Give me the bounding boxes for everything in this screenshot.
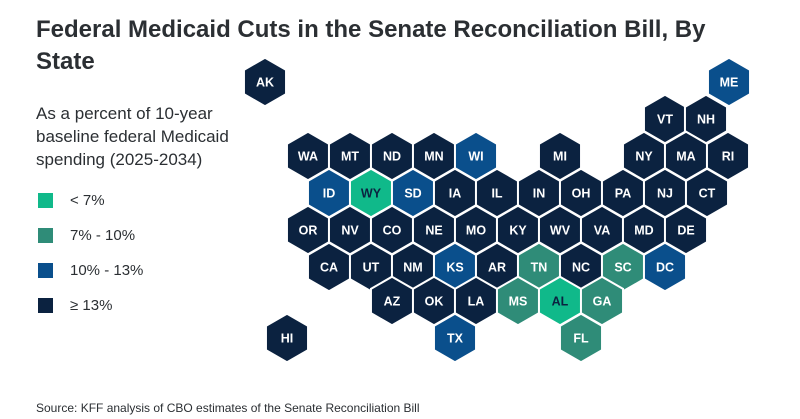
- state-hex-shape-hi: [264, 312, 310, 364]
- state-label-vt: VT: [657, 113, 673, 127]
- state-hex-shape-tx: [432, 312, 478, 364]
- state-hex-me: ME: [706, 56, 752, 108]
- state-label-ma: MA: [676, 150, 695, 164]
- state-label-sd: SD: [404, 187, 421, 201]
- state-label-nv: NV: [341, 224, 359, 238]
- state-label-la: LA: [468, 295, 485, 309]
- state-hex-dc: DC: [642, 241, 688, 293]
- state-label-az: AZ: [384, 295, 401, 309]
- state-label-id: ID: [323, 187, 336, 201]
- state-label-nm: NM: [403, 261, 422, 275]
- legend-swatch-lt7: [38, 192, 53, 208]
- chart-subtitle: As a percent of 10-year baseline federal…: [36, 104, 229, 169]
- state-hex-tx: TX: [432, 312, 478, 364]
- state-label-in: IN: [533, 187, 546, 201]
- chart-title: Federal Medicaid Cuts in the Senate Reco…: [36, 16, 706, 75]
- state-label-wy: WY: [361, 187, 382, 201]
- state-hex-ne: NE: [411, 204, 457, 256]
- state-label-mi: MI: [553, 150, 567, 164]
- state-label-ia: IA: [449, 187, 462, 201]
- state-label-hi: HI: [281, 332, 294, 346]
- state-label-dc: DC: [656, 261, 674, 275]
- state-label-nc: NC: [572, 261, 590, 275]
- state-label-ct: CT: [699, 187, 716, 201]
- legend-item-lt7: < 7%: [38, 190, 105, 210]
- state-label-ky: KY: [509, 224, 527, 238]
- state-label-de: DE: [677, 224, 694, 238]
- legend-item-gte13: ≥ 13%: [38, 295, 112, 315]
- state-hex-shape-dc: [642, 241, 688, 293]
- state-hex-ca: CA: [306, 241, 352, 293]
- state-label-wv: WV: [550, 224, 571, 238]
- state-label-ca: CA: [320, 261, 338, 275]
- state-label-mo: MO: [466, 224, 486, 238]
- state-hex-shape-fl: [558, 312, 604, 364]
- state-hex-fl: FL: [558, 312, 604, 364]
- state-label-ny: NY: [635, 150, 653, 164]
- state-label-ms: MS: [509, 295, 528, 309]
- state-label-mn: MN: [424, 150, 443, 164]
- legend-label-7-10: 7% - 10%: [70, 226, 136, 244]
- state-label-nj: NJ: [657, 187, 673, 201]
- state-hex-shape-ak: [242, 56, 288, 108]
- state-label-fl: FL: [573, 332, 589, 346]
- state-label-ks: KS: [446, 261, 463, 275]
- state-label-sc: SC: [614, 261, 631, 275]
- state-hex-wy: WY: [348, 167, 394, 219]
- state-label-nd: ND: [383, 150, 401, 164]
- state-label-al: AL: [552, 295, 569, 309]
- state-label-ne: NE: [425, 224, 442, 238]
- state-label-ri: RI: [722, 150, 735, 164]
- state-label-me: ME: [720, 76, 739, 90]
- state-label-md: MD: [634, 224, 653, 238]
- state-label-ak: AK: [256, 76, 274, 90]
- legend-swatch-10-13: [38, 262, 53, 278]
- state-hex-mn: MN: [411, 130, 457, 182]
- state-label-nh: NH: [697, 113, 715, 127]
- state-label-va: VA: [594, 224, 610, 238]
- legend-label-lt7: < 7%: [70, 191, 105, 209]
- state-label-wa: WA: [298, 150, 318, 164]
- state-hex-hi: HI: [264, 312, 310, 364]
- state-label-oh: OH: [572, 187, 591, 201]
- state-label-il: IL: [491, 187, 502, 201]
- state-label-wi: WI: [468, 150, 483, 164]
- state-hex-ak: AK: [242, 56, 288, 108]
- state-label-tn: TN: [531, 261, 548, 275]
- legend-swatch-7-10: [38, 227, 53, 243]
- state-hex-al: AL: [537, 275, 583, 327]
- legend-swatch-gte13: [38, 297, 53, 313]
- state-label-mt: MT: [341, 150, 359, 164]
- state-label-tx: TX: [447, 332, 464, 346]
- state-label-ga: GA: [593, 295, 612, 309]
- source-note: Source: KFF analysis of CBO estimates of…: [36, 401, 420, 415]
- legend-item-10-13: 10% - 13%: [38, 260, 143, 280]
- state-hex-ia: IA: [432, 167, 478, 219]
- legend-label-gte13: ≥ 13%: [70, 296, 113, 314]
- state-label-ar: AR: [488, 261, 506, 275]
- state-label-ut: UT: [363, 261, 380, 275]
- state-label-ok: OK: [425, 295, 444, 309]
- state-label-co: CO: [383, 224, 402, 238]
- legend-label-10-13: 10% - 13%: [70, 261, 144, 279]
- state-hex-shape-me: [706, 56, 752, 108]
- legend-item-7-10: 7% - 10%: [38, 225, 135, 245]
- state-label-pa: PA: [615, 187, 631, 201]
- state-label-or: OR: [299, 224, 318, 238]
